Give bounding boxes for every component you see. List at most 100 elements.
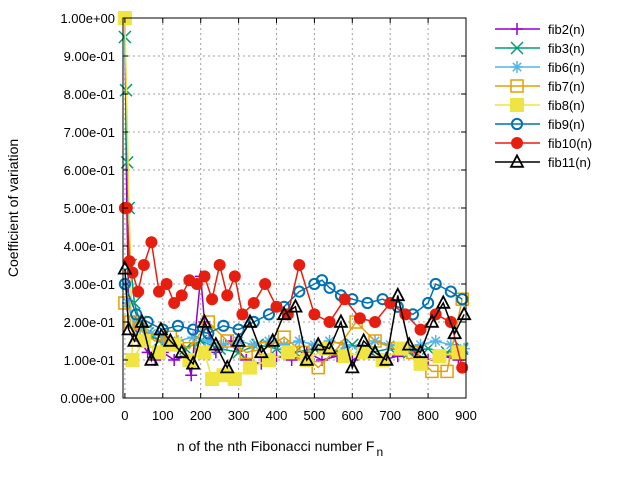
- data-point: [310, 336, 326, 351]
- data-point: [421, 296, 435, 310]
- data-point: [262, 308, 276, 321]
- data-point: [134, 313, 150, 328]
- data-point: [353, 312, 366, 325]
- data-point: [276, 305, 292, 321]
- data-point: [456, 293, 469, 306]
- data-point: [293, 259, 306, 271]
- x-tick-label: 800: [417, 408, 439, 423]
- data-point: [190, 278, 203, 290]
- data-point: [440, 364, 454, 379]
- data-point: [432, 349, 447, 364]
- legend-item: fib7(n): [495, 79, 585, 94]
- data-point: [384, 338, 397, 351]
- data-point: [121, 297, 134, 309]
- data-point: [413, 343, 429, 359]
- data-point: [220, 334, 234, 348]
- data-point: [384, 297, 397, 309]
- data-point: [145, 236, 158, 249]
- data-point: [185, 369, 198, 382]
- data-point: [168, 297, 181, 309]
- data-point: [242, 313, 258, 328]
- data-point: [413, 356, 428, 371]
- data-point: [293, 285, 306, 298]
- legend-marker: [510, 41, 524, 55]
- data-point: [125, 353, 140, 367]
- data-point: [239, 345, 253, 360]
- y-tick-label: 9.00e-01: [64, 49, 115, 64]
- data-point: [168, 354, 181, 366]
- data-point: [447, 324, 463, 340]
- data-point: [369, 316, 382, 328]
- data-point: [444, 285, 457, 298]
- data-point: [293, 335, 306, 347]
- legend-item: fib10(n): [495, 136, 592, 151]
- x-tick-label: 400: [266, 408, 288, 423]
- x-axis-label-subscript: n: [376, 445, 383, 459]
- series-fib10n: [118, 202, 469, 374]
- x-tick-label: 200: [190, 408, 212, 423]
- legend-marker: [511, 137, 523, 149]
- data-point: [217, 338, 230, 351]
- data-point: [247, 297, 260, 309]
- data-point: [196, 313, 212, 328]
- data-point: [121, 321, 137, 336]
- data-point: [145, 327, 158, 340]
- legend-label: fib10(n): [548, 136, 592, 151]
- legend-label: fib11(n): [548, 155, 591, 170]
- data-point: [232, 345, 246, 359]
- data-point: [367, 343, 383, 359]
- data-point: [231, 332, 247, 347]
- data-point: [270, 300, 283, 313]
- data-point: [287, 298, 303, 313]
- legend-item: fib6(n): [495, 60, 585, 75]
- data-point: [323, 281, 336, 294]
- data-point: [208, 336, 224, 351]
- legend-marker: [511, 23, 523, 35]
- data-point: [242, 360, 257, 375]
- data-point: [401, 336, 417, 351]
- y-tick-label: 1.00e+00: [60, 11, 115, 26]
- data-point: [424, 313, 440, 328]
- data-point: [197, 345, 212, 360]
- data-point: [278, 338, 291, 351]
- y-tick-label: 6.00e-01: [64, 163, 115, 178]
- data-point: [137, 259, 150, 271]
- legend-label: fib6(n): [548, 60, 585, 75]
- data-point: [130, 308, 143, 321]
- x-tick-label: 700: [379, 408, 401, 423]
- data-point: [280, 345, 295, 360]
- data-point: [160, 278, 173, 290]
- data-point: [185, 355, 201, 370]
- y-tick-label: 3.00e-01: [64, 277, 115, 292]
- series-layer: [117, 11, 472, 386]
- legend-item: fib9(n): [495, 117, 585, 132]
- data-point: [206, 293, 219, 306]
- legend-label: fib2(n): [548, 22, 585, 37]
- data-point: [171, 319, 185, 332]
- data-point: [175, 289, 188, 302]
- data-point: [261, 353, 276, 367]
- data-point: [236, 308, 249, 321]
- legend: fib2(n) fib3(n) fib6(n) fib7(n) fib8(n) fib9(…: [495, 22, 592, 170]
- legend-label: fib9(n): [548, 117, 585, 132]
- data-point: [153, 321, 169, 336]
- data-point: [429, 335, 442, 347]
- data-point: [456, 361, 469, 374]
- data-point: [221, 289, 234, 302]
- series-line: [124, 268, 465, 370]
- y-tick-label: 8.00e-01: [64, 87, 115, 102]
- data-point: [156, 331, 169, 344]
- x-axis-label-main: n of the nth Fibonacci number F: [177, 438, 375, 454]
- y-axis-label: Coefficient of variation: [5, 139, 21, 277]
- data-point: [259, 278, 272, 290]
- data-point: [219, 359, 235, 374]
- legend-label: fib3(n): [548, 41, 585, 56]
- x-tick-label: 0: [121, 408, 128, 423]
- data-point: [174, 343, 190, 359]
- x-tick-label: 900: [455, 408, 477, 423]
- series-fib11n: [117, 260, 472, 374]
- legend-item: fib2(n): [495, 22, 585, 37]
- x-tick-label: 500: [304, 408, 326, 423]
